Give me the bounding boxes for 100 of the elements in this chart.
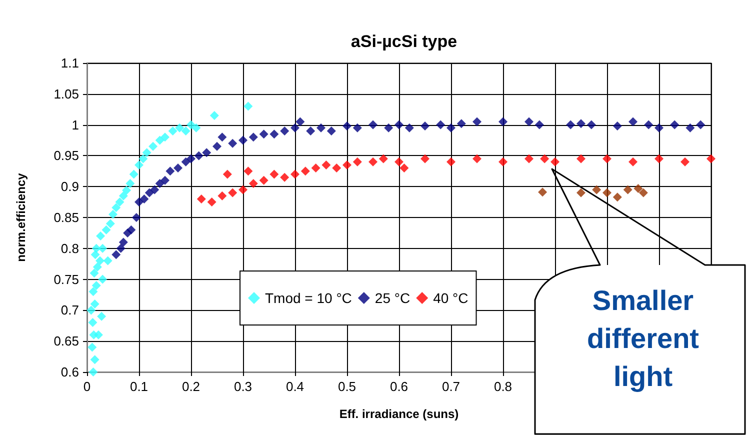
point: [248, 179, 258, 188]
point: [228, 188, 238, 198]
point: [534, 120, 544, 130]
annotation: Smaller different light: [586, 284, 700, 394]
point: [155, 136, 164, 145]
point: [456, 119, 466, 128]
point: [115, 198, 124, 207]
point: [88, 318, 98, 328]
legend-label: Tmod = 10 °C: [265, 290, 352, 306]
point: [144, 188, 154, 198]
point: [420, 154, 430, 164]
point: [88, 287, 98, 296]
y-tick-label: 0.65: [54, 334, 79, 349]
point: [228, 138, 238, 148]
x-tick-label: 0: [83, 379, 91, 394]
point: [538, 188, 548, 197]
point: [88, 368, 98, 376]
point: [352, 157, 362, 166]
point: [259, 130, 268, 139]
point: [134, 198, 144, 207]
point: [498, 117, 508, 126]
y-tick-label: 0.9: [60, 179, 79, 194]
x-tick-label: 0.3: [234, 379, 252, 394]
point: [160, 176, 170, 185]
point: [126, 179, 135, 188]
point: [436, 120, 446, 130]
point: [498, 157, 508, 166]
point: [96, 256, 104, 266]
point: [592, 185, 602, 194]
point: [524, 117, 534, 126]
x-tick-label: 0.1: [130, 379, 148, 394]
point: [90, 300, 100, 309]
point: [166, 166, 175, 176]
point: [238, 185, 248, 194]
point: [116, 244, 126, 253]
point: [368, 157, 378, 166]
point: [112, 250, 121, 260]
point: [186, 120, 196, 130]
point: [126, 225, 136, 234]
x-tick-label: 0.7: [442, 379, 460, 394]
point: [148, 142, 158, 151]
point: [550, 157, 560, 166]
point: [248, 132, 258, 142]
point: [181, 157, 190, 166]
x-axis-title: Eff. irradiance (suns): [339, 407, 459, 421]
point: [218, 132, 227, 142]
y-tick-label: 0.75: [54, 272, 79, 287]
point: [244, 166, 253, 176]
point: [332, 164, 342, 173]
point: [112, 203, 121, 212]
point: [270, 130, 279, 139]
point: [706, 154, 716, 164]
point: [270, 170, 279, 179]
point: [140, 194, 149, 204]
point: [680, 157, 690, 166]
point: [218, 191, 227, 200]
point: [90, 250, 100, 260]
point: [186, 154, 196, 164]
y-tick-label: 1.05: [54, 86, 79, 102]
y-tick-label: 0.7: [60, 302, 79, 318]
point: [259, 176, 268, 185]
point: [654, 154, 664, 164]
point: [168, 126, 178, 136]
point: [566, 120, 576, 130]
point: [644, 120, 654, 130]
point: [602, 154, 612, 164]
point: [623, 185, 632, 194]
point: [194, 151, 204, 160]
point: [472, 154, 482, 164]
point: [118, 191, 128, 200]
point: [316, 123, 326, 132]
point: [306, 126, 316, 136]
point: [322, 160, 331, 170]
point: [296, 117, 305, 126]
point: [122, 186, 132, 195]
point: [400, 164, 409, 173]
point: [150, 185, 160, 194]
point: [98, 274, 108, 284]
x-tick-label: 0.5: [338, 379, 356, 394]
point: [394, 120, 404, 130]
point: [92, 262, 102, 272]
point: [576, 119, 586, 128]
point: [446, 157, 456, 166]
point: [98, 244, 108, 253]
point: [540, 154, 550, 164]
point: [420, 122, 430, 131]
point: [612, 122, 622, 131]
x-tick-label: 0.6: [390, 379, 408, 394]
point: [670, 120, 680, 130]
y-tick-label: 1: [72, 117, 79, 132]
legend-label: 25 °C: [374, 290, 410, 306]
point: [446, 123, 456, 132]
point: [90, 268, 99, 278]
point: [368, 120, 378, 130]
point: [181, 126, 190, 136]
y-tick-label: 0.95: [54, 148, 79, 164]
point: [524, 154, 534, 164]
point: [132, 213, 141, 222]
point: [326, 126, 336, 136]
point: [686, 123, 695, 132]
